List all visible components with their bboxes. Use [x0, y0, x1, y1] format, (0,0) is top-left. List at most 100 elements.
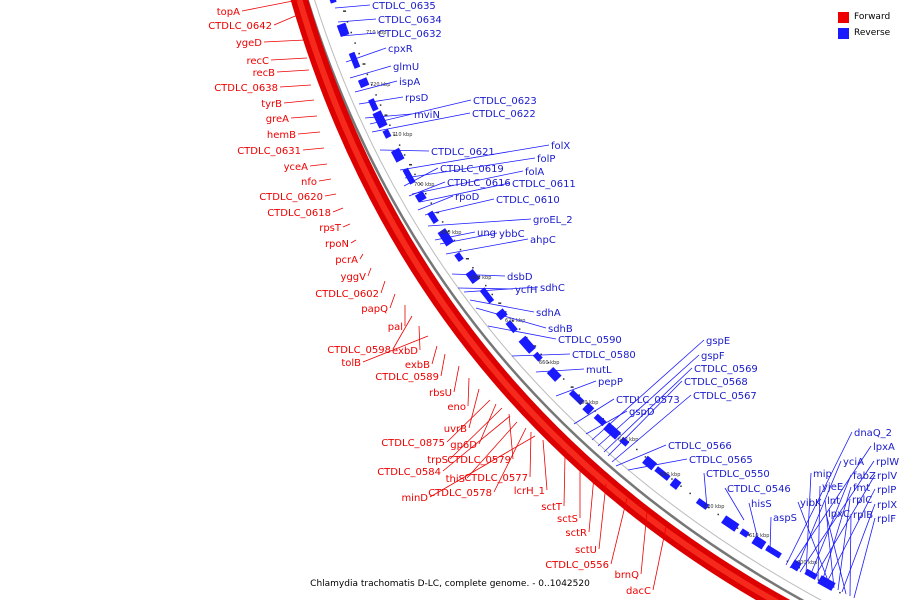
tick-label: 640 kbp [618, 437, 638, 443]
reverse-leader-line [603, 367, 693, 453]
forward-gene-label: recC [246, 56, 269, 67]
forward-leader-line [493, 427, 527, 493]
legend-forward: Forward [838, 9, 890, 25]
reverse-gene-label: pepP [598, 377, 623, 388]
reverse-leader-line [427, 218, 532, 227]
scale-dot [511, 319, 514, 322]
forward-swatch [838, 11, 849, 23]
reverse-gene-label: CTDLC_0634 [378, 15, 442, 26]
reverse-leader-line [573, 398, 615, 425]
reverse-gene-label: CTDLC_0573 [616, 395, 680, 406]
forward-gene-label: minD [401, 493, 428, 504]
scale-dot [644, 456, 647, 458]
reverse-gene-label: dsbD [507, 272, 533, 283]
reverse-swatch [838, 27, 849, 39]
reverse-leader-line [408, 181, 446, 197]
forward-gene-label: CTDLC_0556 [545, 560, 609, 571]
forward-leader-line [309, 163, 328, 167]
forward-leader-line [542, 439, 548, 491]
scale-dot [518, 328, 521, 330]
reverse-leader-line [597, 354, 700, 447]
scale-dot [384, 114, 388, 116]
forward-gene-label: trpS [427, 455, 448, 466]
forward-leader-line [389, 293, 396, 309]
legend-forward-label: Forward [854, 12, 891, 22]
scale-dot [708, 506, 710, 509]
forward-leader-line [563, 455, 566, 507]
scale-dot [403, 154, 406, 156]
reverse-leader-line [607, 380, 683, 457]
forward-gene-label: tolB [341, 358, 361, 369]
forward-gene-label: nfo [301, 177, 317, 188]
forward-leader-line [380, 280, 386, 294]
tick-label: 630 kbp [660, 472, 680, 478]
tick-label: 610 kbp [749, 533, 769, 539]
reverse-gene-block [368, 98, 379, 112]
reverse-gene-label: sdhA [536, 308, 561, 319]
reverse-gene-block [721, 515, 740, 532]
forward-gene-label: sctU [575, 545, 597, 556]
reverse-leader-line [457, 287, 514, 290]
reverse-gene-label: folP [537, 154, 555, 165]
reverse-gene-label: gspE [706, 336, 730, 347]
forward-gene-label: pcrA [335, 255, 358, 266]
reverse-gene-label: rplW [876, 457, 899, 468]
forward-leader-line [449, 407, 503, 460]
backbone-inner [314, 0, 822, 600]
forward-gene-label: eno [447, 402, 466, 413]
reverse-gene-label: mutL [586, 365, 612, 376]
reverse-gene-block [739, 528, 750, 538]
reverse-gene-block [336, 22, 350, 38]
reverse-leader-line [841, 503, 876, 593]
reverse-gene-label: glmU [393, 62, 419, 73]
scale-dot [409, 163, 413, 166]
scale-dot [350, 31, 353, 34]
reverse-leader-line [611, 394, 692, 463]
reverse-leader-line [445, 238, 529, 255]
reverse-gene-label: ispA [399, 77, 420, 88]
forward-gene-label: CTDLC_0589 [375, 372, 439, 383]
reverse-gene-label: CTDLC_0635 [372, 1, 436, 12]
reverse-gene-block [669, 477, 682, 490]
tick-label: 660 kbp [539, 360, 559, 366]
forward-leader-line [652, 526, 667, 591]
scale-dot [393, 134, 396, 136]
reverse-leader-line [487, 325, 557, 340]
forward-leader-line [297, 131, 321, 135]
reverse-leader-line [724, 487, 745, 521]
forward-gene-label: CTDLC_0577 [464, 473, 528, 484]
reverse-gene-block [765, 545, 782, 559]
forward-leader-line [598, 483, 607, 550]
reverse-gene-block [568, 389, 585, 406]
forward-gene-label: rbsU [429, 388, 452, 399]
reverse-leader-line [434, 231, 476, 241]
reverse-gene-block [348, 51, 361, 69]
reverse-gene-block [642, 455, 658, 471]
forward-leader-line [263, 39, 306, 43]
reverse-leader-line [795, 460, 842, 571]
legend-reverse-label: Reverse [854, 28, 891, 38]
forward-leader-line [467, 377, 470, 407]
reverse-leader-line [511, 353, 571, 357]
reverse-gene-block [357, 77, 370, 89]
reverse-leader-line [354, 80, 398, 93]
reverse-gene-label: lpxC [828, 509, 850, 520]
scale-dot [358, 52, 360, 55]
reverse-gene-label: CTDLC_0566 [668, 441, 732, 452]
scale-dot [441, 221, 444, 223]
reverse-leader-line [345, 47, 387, 63]
scale-dot [484, 284, 487, 287]
forward-gene-label: recB [253, 68, 276, 79]
reverse-leader-line [379, 149, 430, 152]
reverse-gene-label: yciA [843, 457, 864, 468]
forward-leader-line [324, 193, 337, 197]
reverse-gene-label: folX [551, 141, 570, 152]
reverse-gene-block [582, 402, 595, 415]
reverse-leader-line [555, 380, 597, 397]
tick-label: 680 kbp [471, 275, 491, 281]
forward-leader-line [440, 353, 446, 377]
legend: Forward Reverse [838, 9, 890, 41]
reverse-leader-line [475, 307, 547, 329]
reverse-leader-line [853, 517, 876, 599]
forward-gene-label: yggV [341, 272, 367, 283]
